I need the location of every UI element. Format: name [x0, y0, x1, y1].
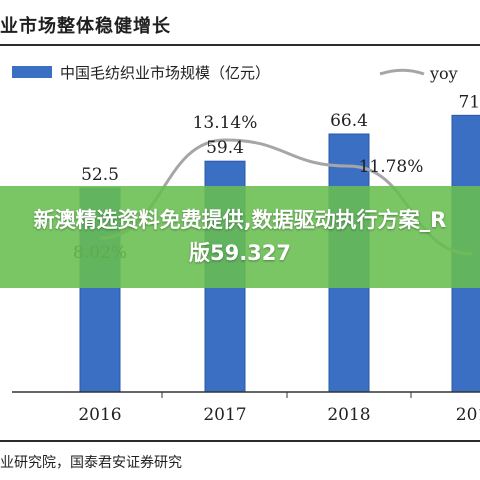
x-tick-label: 2018 — [327, 405, 370, 425]
legend-label-line: yoy — [429, 64, 458, 83]
source-note: 业研究院，国泰君安证券研究 — [0, 455, 182, 471]
legend-swatch-bar — [12, 66, 52, 78]
title-rule — [0, 44, 480, 46]
bar-value-label: 71. — [458, 92, 480, 112]
x-ticks: 2016 2017 2018 201 — [78, 392, 480, 425]
bar-value-label: 52.5 — [81, 165, 119, 185]
yoy-value-label: 13.14% — [193, 113, 258, 133]
overlay-banner: 新澳精选资料免费提供,数据驱动执行方案_R版59.327 — [0, 186, 480, 288]
bar-value-label: 59.4 — [206, 138, 244, 158]
x-tick-label: 2017 — [203, 405, 246, 425]
legend: 中国毛纺织业市场规模（亿元） yoy — [12, 64, 458, 83]
source-rule — [0, 440, 480, 442]
bar-value-label: 66.4 — [330, 111, 368, 131]
overlay-banner-text: 新澳精选资料免费提供,数据驱动执行方案_R版59.327 — [33, 208, 447, 265]
legend-label-bar: 中国毛纺织业市场规模（亿元） — [60, 64, 270, 82]
legend-swatch-line — [379, 68, 425, 76]
chart-title: 业市场整体稳健增长 — [0, 16, 171, 37]
x-tick-label: 2016 — [78, 405, 121, 425]
x-tick-label: 201 — [456, 405, 480, 425]
yoy-value-label: 11.78% — [359, 157, 424, 177]
